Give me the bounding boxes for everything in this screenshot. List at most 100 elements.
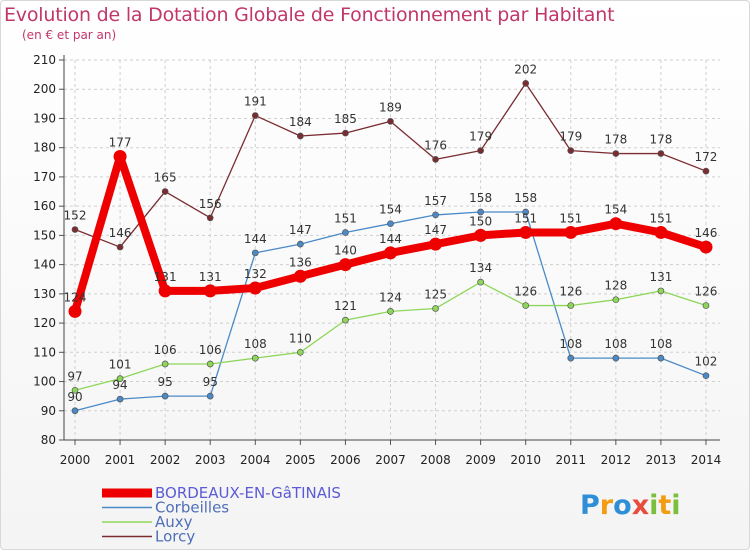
data-label: 154: [604, 203, 627, 217]
data-label: 151: [649, 211, 672, 225]
data-point: [432, 305, 439, 312]
data-label: 178: [649, 133, 672, 147]
data-label: 202: [514, 62, 537, 76]
data-label: 184: [289, 115, 312, 129]
x-tick-label: 2000: [60, 453, 91, 467]
x-tick-label: 2013: [646, 453, 677, 467]
x-tick-label: 2008: [420, 453, 451, 467]
data-label: 134: [469, 261, 492, 275]
data-point: [654, 225, 668, 239]
data-point: [522, 302, 530, 309]
data-point: [116, 395, 124, 403]
data-label: 108: [559, 337, 582, 351]
data-point: [71, 226, 79, 233]
data-label: 151: [334, 211, 357, 225]
data-point: [612, 150, 620, 157]
x-tick-label: 2006: [330, 453, 361, 467]
data-point: [161, 188, 169, 195]
data-point: [657, 287, 665, 295]
data-label: 140: [334, 244, 357, 258]
data-point: [477, 278, 484, 286]
data-point: [567, 302, 575, 309]
chart-title: Evolution de la Dotation Globale de Fonc…: [4, 4, 615, 26]
x-tick-label: 2014: [691, 453, 722, 467]
data-label: 124: [64, 290, 87, 304]
chart-subtitle: (en € et par an): [22, 28, 117, 42]
data-point: [161, 360, 169, 368]
data-point: [474, 228, 488, 242]
data-point: [116, 375, 124, 382]
data-label: 108: [649, 337, 672, 351]
legend-label: Corbeilles: [155, 499, 229, 517]
data-point: [387, 220, 394, 228]
data-point: [519, 225, 533, 239]
data-point: [342, 129, 349, 137]
data-point: [251, 249, 259, 257]
data-point: [429, 237, 443, 251]
data-label: 136: [289, 255, 312, 269]
axes: 8090100110120130140150160170180190200210…: [33, 53, 721, 467]
data-label: 97: [67, 369, 82, 383]
y-tick-label: 140: [33, 258, 56, 272]
data-point: [113, 149, 127, 163]
legend-label: Auxy: [155, 513, 193, 531]
y-tick-label: 180: [33, 141, 56, 155]
data-point: [297, 348, 304, 356]
data-label: 126: [559, 285, 582, 299]
legend-label: Lorcy: [155, 528, 195, 546]
data-label: 144: [379, 232, 402, 246]
data-label: 106: [199, 343, 222, 357]
data-label: 124: [379, 290, 402, 304]
x-tick-label: 2011: [555, 453, 586, 467]
data-label: 151: [559, 211, 582, 225]
data-label: 101: [109, 358, 132, 372]
y-tick-label: 200: [33, 82, 56, 96]
data-point: [338, 258, 352, 272]
x-tick-label: 2001: [105, 453, 136, 467]
data-point: [567, 147, 575, 154]
x-tick-label: 2010: [510, 453, 541, 467]
data-label: 121: [334, 299, 357, 313]
data-label: 178: [604, 133, 627, 147]
data-point: [702, 302, 710, 309]
data-label: 191: [244, 95, 267, 109]
data-point: [612, 296, 620, 304]
y-tick-label: 130: [33, 287, 56, 301]
x-tick-label: 2002: [150, 453, 181, 467]
x-tick-label: 2005: [285, 453, 316, 467]
data-label: 158: [514, 191, 537, 205]
x-tick-label: 2009: [465, 453, 496, 467]
data-point: [387, 308, 394, 315]
data-point: [248, 281, 262, 295]
data-point: [342, 316, 349, 324]
x-tick-label: 2003: [195, 453, 226, 467]
data-label: 108: [244, 337, 267, 351]
data-point: [432, 211, 439, 219]
data-point: [609, 217, 623, 231]
data-point: [206, 360, 214, 368]
data-point: [206, 214, 214, 222]
data-point: [251, 354, 259, 362]
data-label: 110: [289, 331, 312, 345]
data-point: [206, 392, 214, 400]
data-label: 95: [203, 375, 218, 389]
data-label: 146: [109, 226, 132, 240]
data-label: 106: [154, 343, 177, 357]
data-label: 152: [64, 209, 87, 223]
data-label: 102: [695, 355, 718, 369]
x-tick-label: 2004: [240, 453, 271, 467]
y-tick-label: 120: [33, 316, 56, 330]
data-labels: 124 177 131 131 132 136 140 144 147 150 151 151 154 1…: [64, 62, 718, 403]
data-label: 185: [334, 112, 357, 126]
data-label: 176: [424, 138, 447, 152]
data-point: [71, 407, 79, 415]
data-point: [522, 80, 530, 87]
data-label: 189: [379, 100, 402, 114]
x-tick-label: 2012: [601, 453, 632, 467]
data-point: [342, 229, 349, 236]
data-point: [567, 354, 575, 362]
data-point: [68, 304, 82, 318]
data-point: [657, 150, 665, 157]
